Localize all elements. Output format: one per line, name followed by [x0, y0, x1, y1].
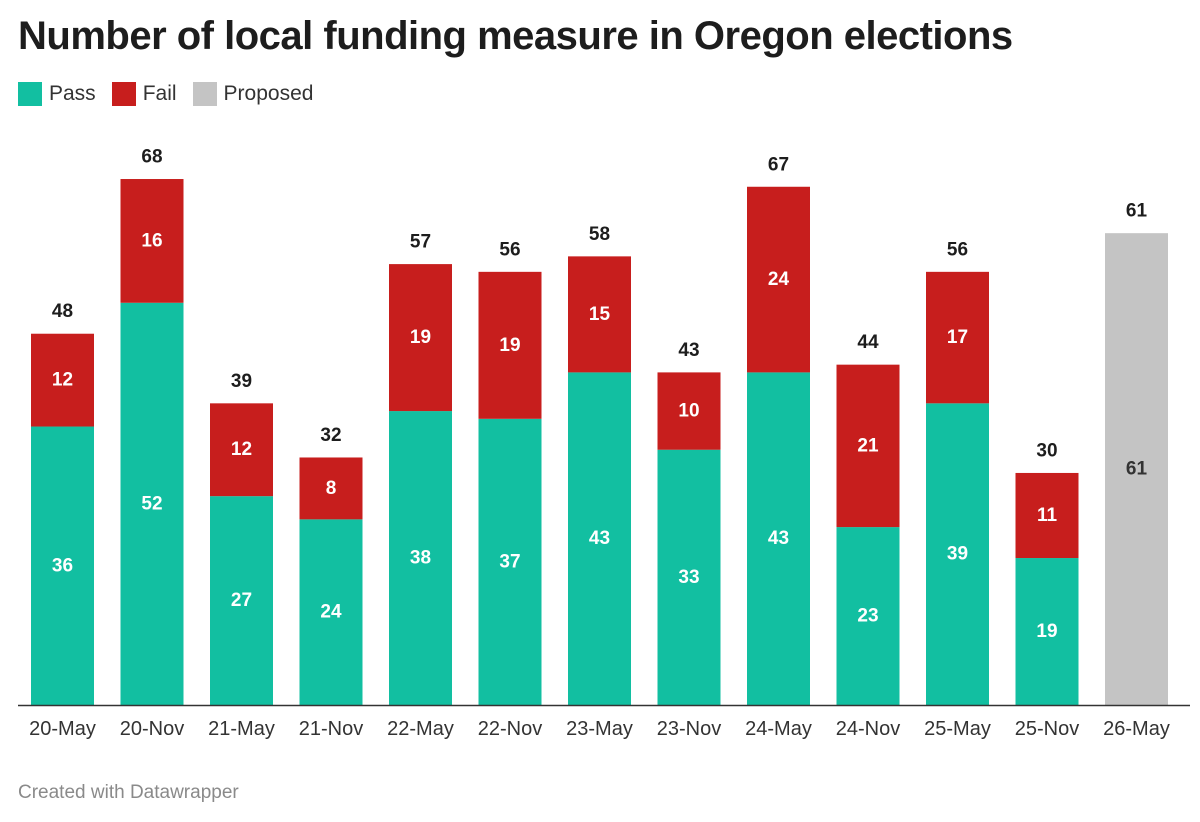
- x-tick-label-23-May: 23-May: [566, 718, 633, 740]
- value-label-pass-20-May: 36: [52, 555, 73, 576]
- x-tick-label-25-May: 25-May: [924, 718, 991, 740]
- total-label-24-Nov: 44: [857, 332, 879, 353]
- x-tick-label-21-Nov: 21-Nov: [299, 718, 363, 740]
- value-label-fail-23-Nov: 10: [678, 401, 699, 422]
- x-tick-label-22-May: 22-May: [387, 718, 454, 740]
- total-label-21-Nov: 32: [320, 425, 341, 446]
- value-label-fail-25-May: 17: [947, 327, 968, 348]
- total-label-26-May: 61: [1126, 201, 1148, 222]
- legend-label-proposed: Proposed: [223, 82, 314, 105]
- value-label-fail-21-May: 12: [231, 439, 252, 460]
- x-tick-label-21-May: 21-May: [208, 718, 275, 740]
- bar-pass-25-May: [926, 403, 989, 705]
- bar-fail-21-May: [210, 403, 273, 497]
- bar-pass-20-Nov: [120, 302, 184, 705]
- value-label-pass-23-May: 43: [589, 528, 610, 549]
- total-label-21-May: 39: [231, 371, 252, 392]
- bar-pass-21-May: [210, 496, 273, 705]
- legend-swatch-fail: [111, 82, 136, 106]
- x-tick-label-23-Nov: 23-Nov: [657, 718, 721, 740]
- total-label-25-May: 56: [947, 239, 968, 260]
- value-label-pass-21-Nov: 24: [320, 602, 342, 623]
- bar-pass-21-Nov: [299, 519, 363, 705]
- total-label-22-Nov: 56: [499, 239, 520, 260]
- value-label-pass-22-Nov: 37: [499, 551, 520, 572]
- value-label-fail-21-Nov: 8: [326, 478, 337, 499]
- value-label-pass-25-Nov: 19: [1036, 621, 1057, 642]
- total-label-23-May: 58: [589, 224, 610, 245]
- bar-fail-23-May: [568, 256, 631, 373]
- x-tick-label-20-May: 20-May: [29, 718, 96, 740]
- bar-fail-20-May: [31, 333, 94, 427]
- total-label-22-May: 57: [410, 232, 431, 253]
- legend-item-proposed: Proposed: [192, 82, 314, 106]
- legend-label-pass: Pass: [49, 82, 96, 105]
- value-label-fail-25-Nov: 11: [1037, 505, 1058, 526]
- value-label-fail-20-May: 12: [52, 370, 73, 391]
- x-tick-label-26-May: 26-May: [1103, 718, 1170, 740]
- bar-pass-25-Nov: [1015, 558, 1079, 705]
- x-tick-label-24-Nov: 24-Nov: [836, 718, 900, 740]
- bar-fail-24-May: [747, 186, 810, 373]
- bar-fail-21-Nov: [299, 457, 363, 520]
- legend-swatch-proposed: [192, 82, 217, 106]
- total-label-24-May: 67: [768, 154, 789, 175]
- value-label-fail-24-Nov: 21: [857, 435, 879, 456]
- legend-label-fail: Fail: [142, 82, 177, 105]
- bar-fail-22-Nov: [478, 271, 542, 419]
- total-label-20-Nov: 68: [141, 147, 162, 168]
- bar-proposed-26-May: [1105, 233, 1168, 706]
- bar-pass-24-May: [747, 372, 810, 705]
- bar-fail-23-Nov: [657, 372, 721, 450]
- x-tick-label-25-Nov: 25-Nov: [1015, 718, 1079, 740]
- bar-fail-25-May: [926, 271, 989, 404]
- bar-pass-20-May: [31, 426, 94, 705]
- value-label-pass-20-Nov: 52: [141, 493, 162, 514]
- bar-fail-25-Nov: [1015, 472, 1079, 559]
- value-label-proposed-26-May: 61: [1126, 459, 1148, 480]
- value-label-fail-22-May: 19: [410, 327, 431, 348]
- value-label-pass-24-May: 43: [768, 528, 789, 549]
- bar-pass-22-May: [389, 411, 452, 705]
- value-label-fail-20-Nov: 16: [141, 230, 162, 251]
- legend-item-pass: Pass: [18, 82, 96, 106]
- total-label-23-Nov: 43: [678, 340, 699, 361]
- value-label-fail-22-Nov: 19: [499, 335, 520, 356]
- legend: Pass Fail Proposed: [18, 82, 329, 106]
- legend-swatch-pass: [18, 82, 42, 106]
- x-tick-label-24-May: 24-May: [745, 718, 812, 740]
- bar-pass-22-Nov: [478, 418, 542, 705]
- x-tick-label-20-Nov: 20-Nov: [120, 718, 184, 740]
- bar-pass-23-Nov: [657, 449, 721, 705]
- bar-fail-20-Nov: [120, 179, 184, 303]
- total-label-25-Nov: 30: [1036, 440, 1057, 461]
- value-label-fail-23-May: 15: [589, 304, 611, 325]
- total-label-20-May: 48: [52, 301, 73, 322]
- footer-credit: Created with Datawrapper: [18, 782, 239, 803]
- x-tick-label-22-Nov: 22-Nov: [478, 718, 542, 740]
- bar-fail-22-May: [389, 264, 452, 412]
- value-label-fail-24-May: 24: [768, 269, 790, 290]
- value-label-pass-23-Nov: 33: [678, 567, 699, 588]
- bar-pass-23-May: [568, 372, 631, 705]
- value-label-pass-25-May: 39: [947, 544, 968, 565]
- chart-title: Number of local funding measure in Orego…: [18, 14, 1013, 58]
- bar-fail-24-Nov: [836, 364, 900, 528]
- value-label-pass-21-May: 27: [231, 590, 252, 611]
- legend-item-fail: Fail: [111, 82, 177, 106]
- value-label-pass-22-May: 38: [410, 548, 431, 569]
- value-label-pass-24-Nov: 23: [857, 606, 878, 627]
- bar-pass-24-Nov: [836, 527, 900, 705]
